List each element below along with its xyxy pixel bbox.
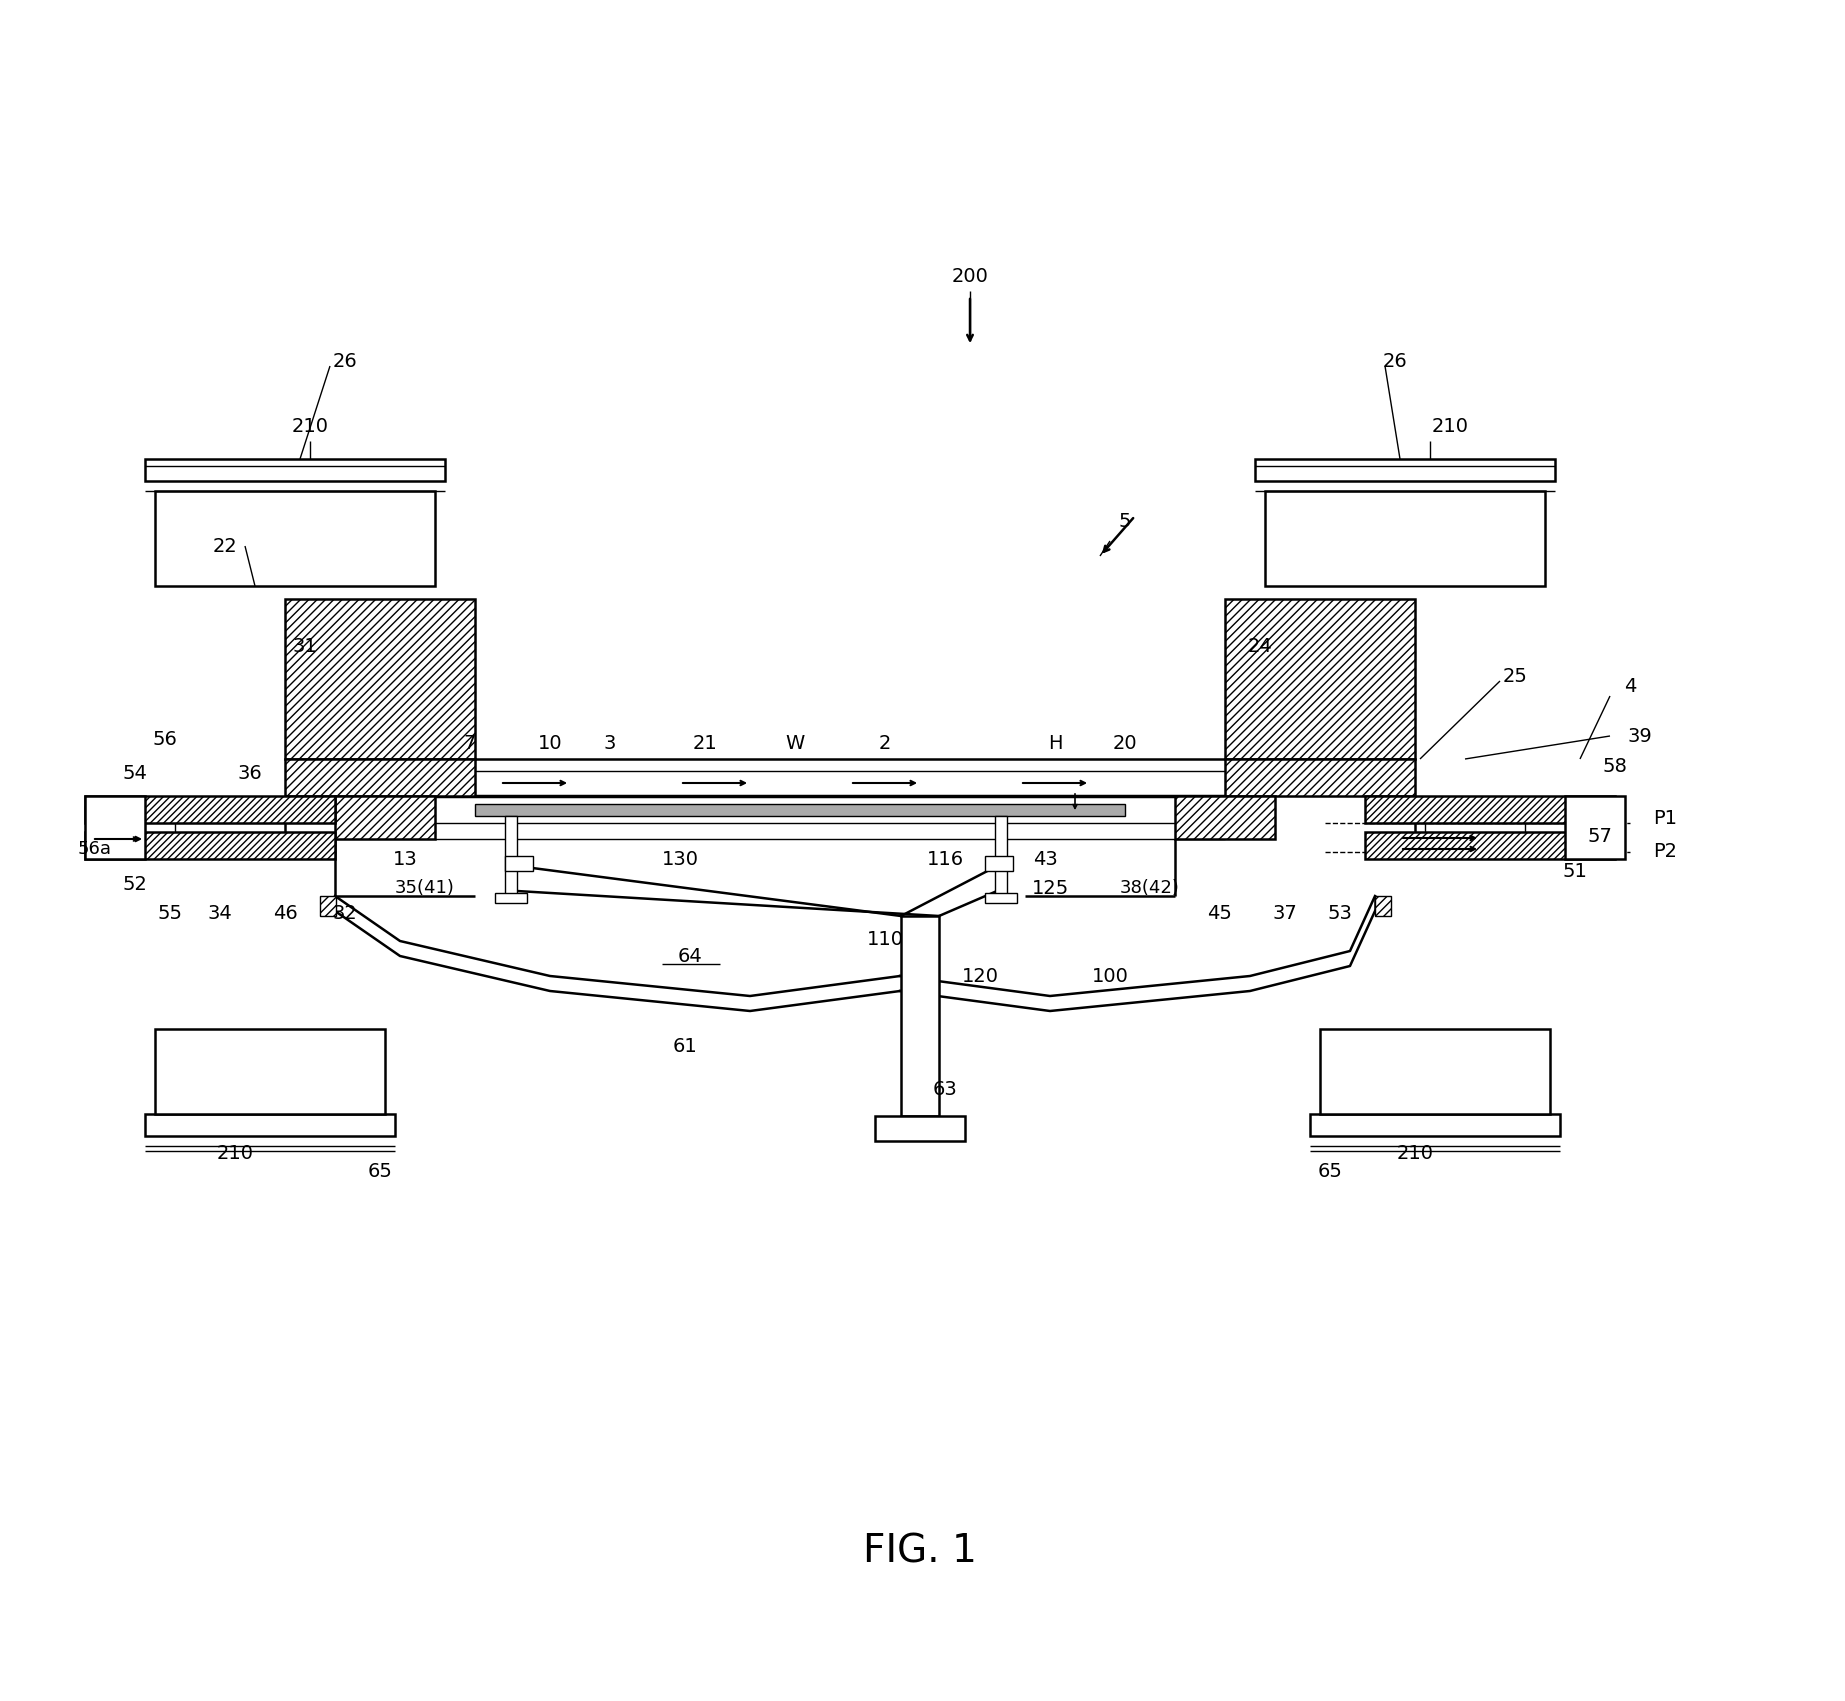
Text: 57: 57 (1587, 827, 1613, 845)
Text: 53: 53 (1328, 903, 1352, 922)
Text: P2: P2 (1653, 842, 1677, 861)
Bar (1175, 796, 1275, 839)
Text: 2: 2 (878, 733, 891, 752)
Text: 10: 10 (537, 733, 563, 752)
Text: P1: P1 (1653, 808, 1677, 827)
Text: 36: 36 (238, 764, 262, 782)
Text: 52: 52 (122, 874, 148, 893)
Bar (1424, 806, 1526, 849)
Text: 4: 4 (1624, 677, 1637, 696)
Text: 35(41): 35(41) (395, 879, 456, 896)
Text: 39: 39 (1627, 726, 1653, 745)
Bar (85, 796, 336, 823)
Text: FIG. 1: FIG. 1 (863, 1533, 978, 1570)
Text: 210: 210 (292, 417, 328, 435)
Bar (900, 917, 939, 1116)
Bar (494, 893, 528, 903)
Text: 61: 61 (673, 1036, 697, 1056)
Text: 200: 200 (952, 267, 989, 286)
Bar (985, 856, 1013, 871)
Text: 65: 65 (1317, 1162, 1343, 1180)
Text: 21: 21 (692, 733, 718, 752)
Text: H: H (1048, 733, 1063, 752)
Text: 7: 7 (463, 733, 476, 752)
Bar (1365, 832, 1614, 859)
Bar (1225, 599, 1415, 759)
Bar (155, 1029, 386, 1114)
Bar (1255, 459, 1555, 481)
Bar (1319, 1029, 1550, 1114)
Text: 58: 58 (1603, 757, 1627, 776)
Bar (146, 1114, 395, 1136)
Text: 56a: 56a (77, 840, 113, 857)
Bar (85, 806, 175, 849)
Bar (474, 805, 1125, 816)
Bar (85, 832, 336, 859)
Bar (155, 492, 435, 587)
Text: 13: 13 (393, 849, 417, 869)
Text: 32: 32 (332, 903, 358, 922)
Bar (146, 459, 445, 481)
Bar (985, 893, 1017, 903)
Bar (284, 759, 474, 796)
Text: 210: 210 (1397, 1143, 1434, 1162)
Text: 43: 43 (1033, 849, 1057, 869)
Text: 210: 210 (1432, 417, 1469, 435)
Text: 20: 20 (1113, 733, 1137, 752)
Text: 37: 37 (1273, 903, 1297, 922)
Text: 45: 45 (1208, 903, 1232, 922)
Bar (336, 796, 435, 839)
Text: 25: 25 (1502, 667, 1528, 686)
Bar (1310, 1114, 1561, 1136)
Text: 26: 26 (1382, 352, 1408, 371)
Text: 125: 125 (1031, 878, 1068, 898)
Bar (85, 796, 146, 859)
Text: W: W (786, 733, 804, 752)
Text: 110: 110 (867, 929, 904, 949)
Bar (1225, 759, 1415, 796)
Bar (994, 816, 1007, 896)
Bar (875, 1116, 965, 1141)
Bar (319, 896, 336, 917)
Text: 56: 56 (153, 730, 177, 748)
Bar (1365, 796, 1614, 823)
Text: 64: 64 (677, 946, 703, 966)
Text: 51: 51 (1563, 861, 1587, 881)
Text: 22: 22 (212, 536, 238, 556)
Text: 120: 120 (961, 966, 998, 985)
Bar (1375, 896, 1391, 917)
Text: 26: 26 (332, 352, 358, 371)
Text: 38(42): 38(42) (1120, 879, 1181, 896)
Bar (1266, 492, 1544, 587)
Bar (284, 599, 474, 759)
Text: 34: 34 (208, 903, 232, 922)
Bar (506, 856, 533, 871)
Bar (1565, 796, 1625, 859)
Text: 100: 100 (1092, 966, 1129, 985)
Bar (506, 816, 517, 896)
Text: 130: 130 (662, 849, 699, 869)
Text: 46: 46 (273, 903, 297, 922)
Text: 63: 63 (932, 1080, 958, 1099)
Text: 54: 54 (122, 764, 148, 782)
Text: 116: 116 (926, 849, 963, 869)
Text: 3: 3 (603, 733, 616, 752)
Text: 210: 210 (216, 1143, 253, 1162)
Text: 5: 5 (1118, 512, 1131, 531)
Text: 31: 31 (293, 636, 317, 655)
Text: 65: 65 (367, 1162, 393, 1180)
Text: 24: 24 (1247, 636, 1273, 655)
Text: 55: 55 (157, 903, 183, 922)
